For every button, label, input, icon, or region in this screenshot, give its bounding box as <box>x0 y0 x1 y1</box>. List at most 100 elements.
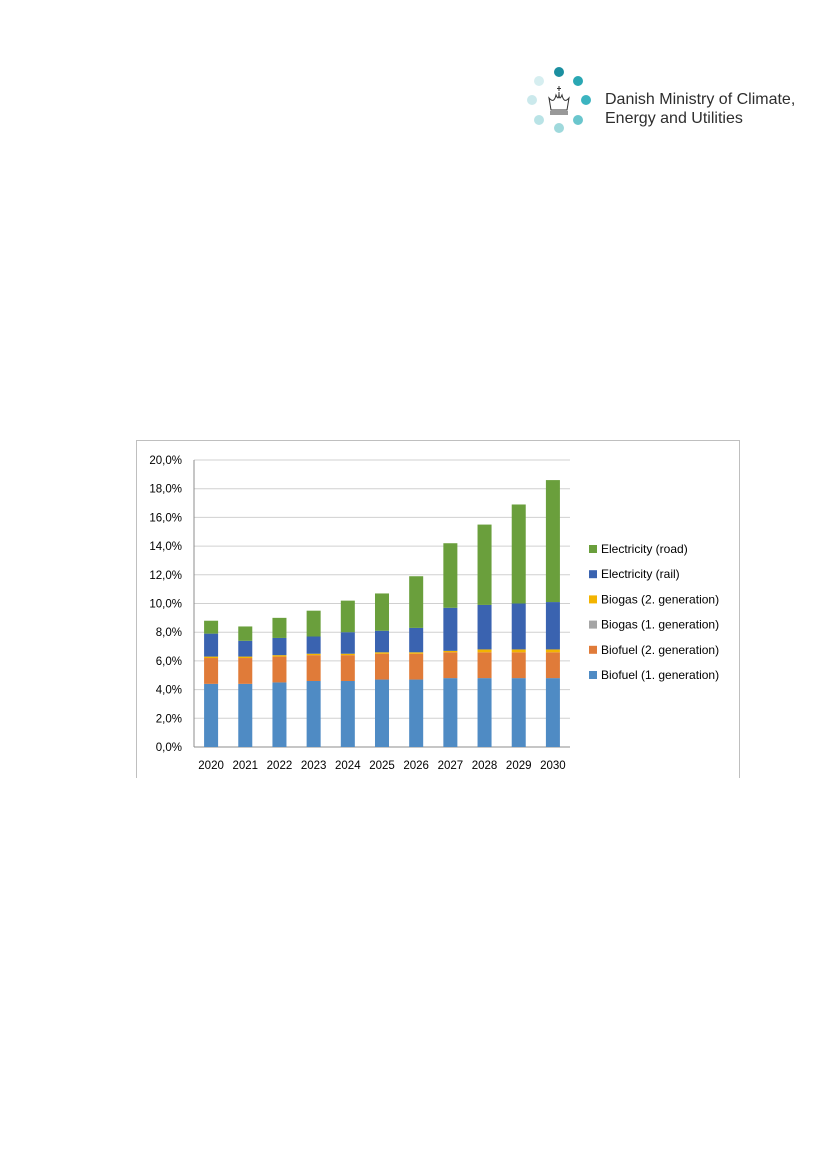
bar-segment <box>306 610 321 637</box>
logo-dot <box>554 123 564 133</box>
logo-dot <box>581 95 591 105</box>
bar-segment <box>204 658 219 684</box>
legend-label: Electricity (rail) <box>601 567 680 581</box>
bar-segment <box>306 636 321 654</box>
y-tick-label: 4,0% <box>156 685 182 697</box>
bar-segment <box>443 678 458 747</box>
bar-segment <box>545 678 560 747</box>
bar-segment <box>545 649 560 653</box>
bar-segment <box>511 603 526 650</box>
logo-dot <box>573 115 583 125</box>
x-tick-label: 2030 <box>540 760 566 772</box>
bar-segment <box>340 655 355 681</box>
y-tick-label: 14,0% <box>149 541 182 553</box>
logo-text-line2: Energy and Utilities <box>605 110 743 127</box>
legend-label: Biofuel (2. generation) <box>601 643 719 657</box>
logo-dot <box>534 115 544 125</box>
x-tick-label: 2020 <box>198 760 224 772</box>
bar-segment <box>204 620 219 634</box>
bar-segment <box>340 632 355 654</box>
bar-segment <box>545 652 560 679</box>
logo-text-line1: Danish Ministry of Climate, <box>605 91 796 108</box>
legend-swatch <box>589 595 597 604</box>
bar-segment <box>511 652 526 679</box>
bar-segment <box>477 678 492 747</box>
bar-segment <box>477 604 492 650</box>
bar-segment <box>238 683 253 747</box>
bar-segment <box>374 679 390 747</box>
legend-swatch <box>589 545 597 553</box>
bar-segment <box>545 602 560 650</box>
bar-segment <box>238 658 253 684</box>
x-tick-label: 2025 <box>369 760 395 772</box>
bar-segment <box>443 652 458 679</box>
x-tick-label: 2023 <box>301 760 327 772</box>
x-tick-label: 2028 <box>472 760 498 772</box>
bar-segment <box>374 653 390 680</box>
legend-label: Electricity (road) <box>601 542 688 556</box>
logo-dot <box>534 76 544 86</box>
bar-segment <box>204 656 219 659</box>
bar-segment <box>306 680 321 747</box>
bar-segment <box>374 593 390 631</box>
y-tick-label: 8,0% <box>156 627 182 639</box>
bar-segment <box>409 679 424 747</box>
bar-segment <box>306 655 321 681</box>
bar-segment <box>272 655 287 657</box>
y-tick-label: 18,0% <box>149 484 182 496</box>
bar-segment <box>545 480 560 603</box>
x-tick-label: 2026 <box>403 760 429 772</box>
chart-area: 0,0% 2,0% 4,0% 6,0% 8,0% 10,0% 12,0% 14,0% 16,0%… <box>136 440 740 778</box>
bar-segment <box>272 682 287 747</box>
bar-segment <box>238 656 253 659</box>
bar-segment <box>374 630 390 653</box>
bar-segment <box>477 652 492 679</box>
bar-segment <box>443 607 458 651</box>
bar-segment <box>409 627 424 653</box>
bar-segment <box>238 626 253 641</box>
bar-segment <box>340 653 355 656</box>
logo-dot <box>527 95 537 105</box>
logo-dot <box>554 67 564 77</box>
bar-segment <box>409 576 424 628</box>
legend-swatch <box>589 645 597 654</box>
x-tick-label: 2029 <box>506 760 532 772</box>
y-tick-label: 2,0% <box>156 713 182 725</box>
crown-emblem-icon <box>527 67 591 133</box>
logo-dot <box>573 76 583 86</box>
bar-segment <box>306 653 321 656</box>
legend-label: Biogas (1. generation) <box>601 618 719 632</box>
bar-segment <box>443 543 458 608</box>
bar-segment <box>511 649 526 653</box>
bar-segment <box>374 652 390 654</box>
bar-segment <box>409 652 424 654</box>
bar-segment <box>511 504 526 604</box>
x-tick-label: 2021 <box>232 760 258 772</box>
bar-segment <box>340 600 355 633</box>
legend-label: Biofuel (1. generation) <box>601 668 719 682</box>
y-tick-label: 12,0% <box>149 570 182 582</box>
y-tick-label: 0,0% <box>156 742 182 754</box>
legend-swatch <box>589 671 597 679</box>
bar-segment <box>443 650 458 653</box>
bar-segment <box>477 524 492 605</box>
y-tick-label: 20,0% <box>149 455 182 467</box>
y-tick-label: 16,0% <box>149 512 182 524</box>
bar-segment <box>340 680 355 747</box>
crown-icon <box>548 86 570 115</box>
bar-segment <box>511 678 526 747</box>
bar-segment <box>272 637 287 656</box>
bar-segment <box>238 640 253 657</box>
x-tick-label: 2024 <box>335 760 361 772</box>
bar-segment <box>272 617 287 638</box>
legend-swatch <box>589 620 597 629</box>
bar-segment <box>272 656 287 683</box>
bar-segment <box>409 653 424 680</box>
bar-segment <box>204 683 219 747</box>
bar-segment <box>477 649 492 653</box>
x-tick-label: 2022 <box>267 760 293 772</box>
ministry-logo: Danish Ministry of Climate, Energy and U… <box>523 64 813 140</box>
legend-swatch <box>589 570 597 579</box>
x-tick-label: 2027 <box>438 760 464 772</box>
stacked-bar-chart: 0,0% 2,0% 4,0% 6,0% 8,0% 10,0% 12,0% 14,0% 16,0%… <box>149 455 719 772</box>
